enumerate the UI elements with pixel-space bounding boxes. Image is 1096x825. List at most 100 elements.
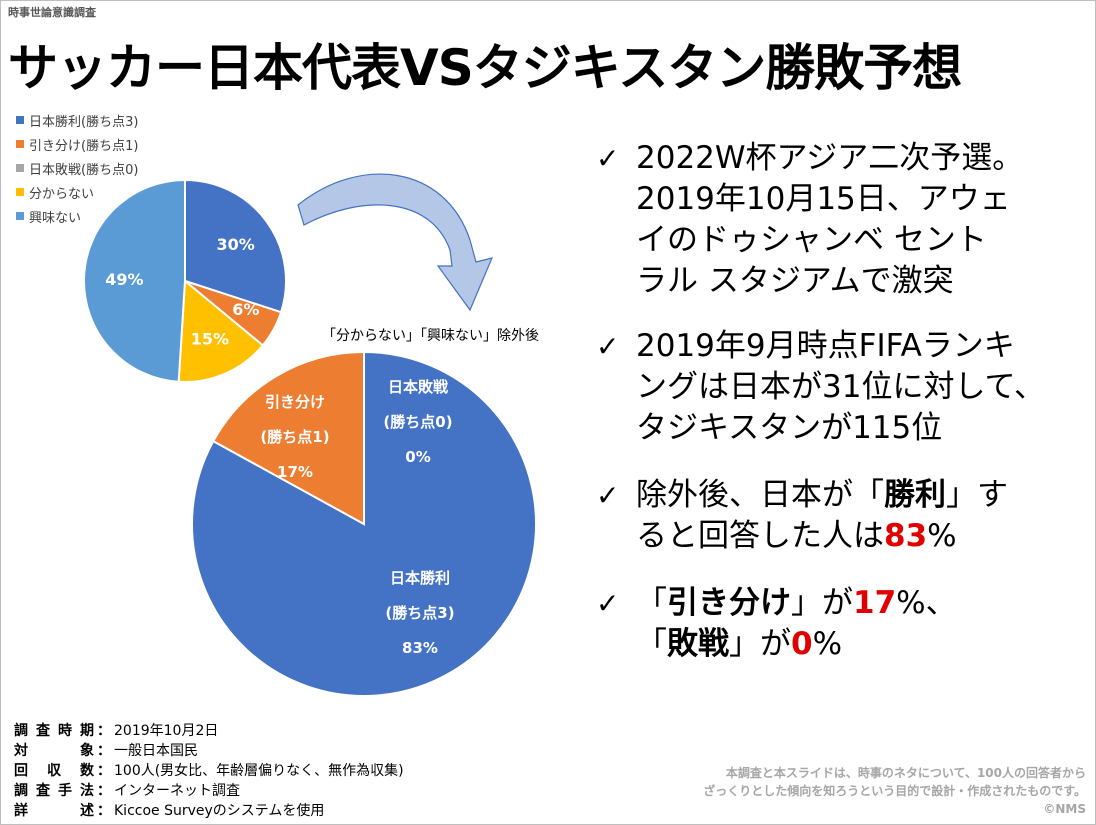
highlight-number: 0 <box>791 626 813 662</box>
text-run: % <box>927 518 957 554</box>
legend-label: 引き分け(勝ち点1) <box>29 138 139 154</box>
survey-info-sep: ： <box>97 743 111 759</box>
data-label: 49% <box>105 270 143 289</box>
slice-label: (勝ち点0) <box>383 413 452 431</box>
legend-label: 興味ない <box>29 210 82 226</box>
legend-swatch <box>16 212 24 220</box>
bullet-line: 「引き分け」が17%、 <box>636 583 1096 624</box>
check-icon: ✓ <box>596 330 620 363</box>
page-title: サッカー日本代表VSタジキスタン勝敗予想 <box>8 39 962 97</box>
pie-slice <box>211 350 365 526</box>
pie-slice <box>177 278 265 383</box>
legend-label: 分からない <box>29 186 95 202</box>
survey-info-value: 一般日本国民 <box>114 743 198 759</box>
check-icon: ✓ <box>596 479 620 512</box>
emphasis-text: 引き分け <box>667 585 791 621</box>
survey-info-value: Kiccoe Surveyのシステムを使用 <box>114 803 325 819</box>
highlight-number: 17 <box>853 585 897 621</box>
text-run: %、 <box>896 585 957 621</box>
bullet-item: ✓ 2019年9月時点FIFAランキ ングは日本が31位に対して、 タジキスタン… <box>596 326 1096 449</box>
pie-slice <box>83 178 186 383</box>
survey-info-value: インターネット調査 <box>114 783 240 799</box>
legend-swatch <box>16 188 24 196</box>
pie-chart-excluded: 日本敗戦 (勝ち点0) 0% 日本勝利 (勝ち点3) 83% 引き分け (勝ち点1) 17% <box>191 350 537 697</box>
bullet-line: 2022W杯アジア二次予選。 <box>636 140 1024 176</box>
data-label: 6% <box>232 300 259 319</box>
survey-info-value: 2019年10月2日 <box>114 723 219 739</box>
slice-label: (勝ち点3) <box>385 604 454 622</box>
bullet-text: 「引き分け」が17%、 「敗戦」が0% <box>636 583 1096 665</box>
bullet-item: ✓ 2022W杯アジア二次予選。 2019年10月15日、アウェ イのドゥシャン… <box>596 138 1096 302</box>
bullet-line: 「敗戦」が0% <box>636 624 1096 665</box>
survey-info-row: 回収数： 100人(男女比、年齢層偏りなく、無作為収集) <box>14 761 404 781</box>
bullet-text: 2022W杯アジア二次予選。 2019年10月15日、アウェ イのドゥシャンベ … <box>636 138 1096 302</box>
slice-label: 17% <box>277 463 313 481</box>
slice-label: 83% <box>402 639 438 657</box>
survey-info-key: 詳述 <box>14 803 94 819</box>
text-run: % <box>812 626 843 662</box>
legend-item: 引き分け(勝ち点1) <box>16 132 138 156</box>
bullet-line: タジキスタンが115位 <box>636 410 943 446</box>
bullet-line: ラル スタジアムで激突 <box>636 263 954 299</box>
slice-label: 日本勝利 <box>390 569 450 587</box>
survey-info-sep: ： <box>97 723 111 739</box>
data-label: 30% <box>217 235 255 254</box>
survey-info-key: 調査時期 <box>14 723 94 739</box>
text-run: 」が <box>791 585 853 621</box>
bullet-line: 除外後、日本が「勝利」す <box>636 475 1096 516</box>
check-icon: ✓ <box>596 587 620 620</box>
category-label: 時事世論意識調査 <box>8 6 96 19</box>
survey-info-value: 100人(男女比、年齢層偏りなく、無作為収集) <box>114 763 404 779</box>
excluded-chart-title: 「分からない」「興味ない」除外後 <box>322 328 539 344</box>
bullet-line: 2019年9月時点FIFAランキ <box>636 328 1015 364</box>
emphasis-text: 勝利 <box>884 477 946 513</box>
bullet-item: ✓ 除外後、日本が「勝利」す ると回答した人は83% <box>596 475 1096 557</box>
legend-swatch <box>16 140 24 148</box>
bullet-line: ングは日本が31位に対して、 <box>636 369 1045 405</box>
disclaimer-line: ざっくりとした傾向を知ろうという目的で設計・作成されたものです。 <box>703 784 1086 798</box>
survey-info: 調査時期： 2019年10月2日 対象：一般日本国民 回収数： 100人(男女比、年… <box>14 721 404 821</box>
survey-info-sep: ： <box>97 803 111 819</box>
survey-info-row: 調査時期： 2019年10月2日 <box>14 721 404 741</box>
text-run: 」が <box>729 626 791 662</box>
disclaimer: 本調査と本スライドは、時事のネタについて、100人の回答者から ざっくりとした傾… <box>703 764 1086 818</box>
legend-label: 日本敗戦(勝ち点0) <box>29 162 139 178</box>
curved-arrow <box>297 173 494 312</box>
bullet-list: ✓ 2022W杯アジア二次予選。 2019年10月15日、アウェ イのドゥシャン… <box>596 138 1096 665</box>
legend-swatch <box>16 164 24 172</box>
legend-label: 日本勝利(勝ち点3) <box>29 114 139 130</box>
survey-info-sep: ： <box>97 783 111 799</box>
bullet-line: イのドゥシャンベ セント <box>636 222 987 258</box>
slice-label: (勝ち点1) <box>260 428 329 446</box>
bullet-text: 除外後、日本が「勝利」す ると回答した人は83% <box>636 475 1096 557</box>
survey-info-key: 調査手法 <box>14 783 94 799</box>
bullet-item: ✓ 「引き分け」が17%、 「敗戦」が0% <box>596 583 1096 665</box>
data-label: 15% <box>191 329 229 348</box>
legend-item: 分からない <box>16 180 138 204</box>
bullet-line: 2019年10月15日、アウェ <box>636 181 1011 217</box>
slice-label: 引き分け <box>265 393 325 411</box>
text-run: 「 <box>636 626 667 662</box>
text-run: 「 <box>636 585 667 621</box>
text-run: 」す <box>946 477 1008 513</box>
pie-slice <box>184 178 287 314</box>
legend-item: 日本勝利(勝ち点3) <box>16 108 138 132</box>
survey-info-row: 調査手法：インターネット調査 <box>14 781 404 801</box>
survey-info-sep: ： <box>97 763 111 779</box>
text-run: 除外後、日本が「 <box>636 477 884 513</box>
disclaimer-line: 本調査と本スライドは、時事のネタについて、100人の回答者から <box>725 766 1086 780</box>
pie-chart-all: 30%6%0%15%49% <box>83 178 287 383</box>
check-icon: ✓ <box>596 142 620 175</box>
legend-item: 日本敗戦(勝ち点0) <box>16 156 138 180</box>
survey-info-key: 対象 <box>14 743 94 759</box>
copyright: ©NMS <box>1043 802 1086 816</box>
bullet-text: 2019年9月時点FIFAランキ ングは日本が31位に対して、 タジキスタンが1… <box>636 326 1096 449</box>
slice-label: 日本敗戦 <box>388 378 449 396</box>
bullet-line: ると回答した人は83% <box>636 516 1096 557</box>
chart-legend: 日本勝利(勝ち点3) 引き分け(勝ち点1) 日本敗戦(勝ち点0) 分からない 興… <box>16 108 138 228</box>
survey-info-key: 回収数 <box>14 763 94 779</box>
text-run: ると回答した人は <box>636 518 884 554</box>
emphasis-text: 敗戦 <box>667 626 729 662</box>
survey-info-row: 対象：一般日本国民 <box>14 741 404 761</box>
